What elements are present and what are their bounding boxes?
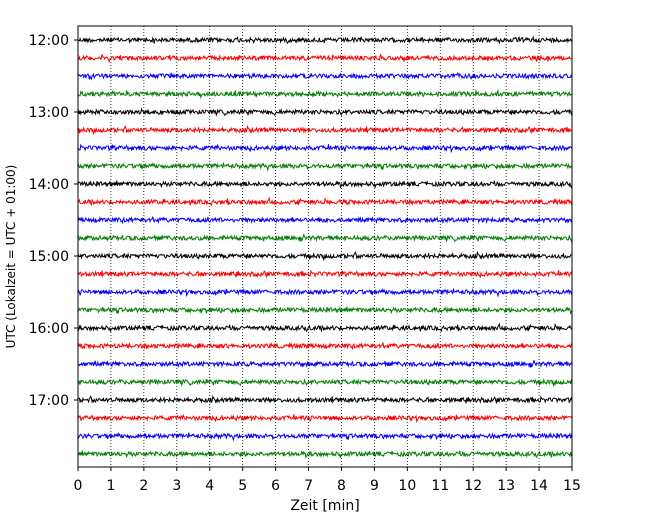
trace-2 bbox=[77, 52, 573, 64]
x-tick-label: 10 bbox=[398, 478, 416, 494]
trace-20 bbox=[77, 378, 573, 388]
trace-6 bbox=[77, 124, 573, 136]
x-tick-label: 14 bbox=[530, 478, 548, 494]
y-axis: 12:00 13:00 14:00 15:00 16:00 17:00 bbox=[29, 33, 78, 409]
x-tick-label: 9 bbox=[370, 478, 379, 494]
x-tick-label: 3 bbox=[172, 478, 181, 494]
trace-24 bbox=[77, 450, 573, 459]
y-tick-label: 12:00 bbox=[29, 33, 69, 49]
trace-8 bbox=[77, 162, 573, 172]
trace-22 bbox=[77, 413, 573, 424]
y-axis-label: UTC (Lokalzeit = UTC + 01:00) bbox=[4, 165, 18, 349]
trace-4 bbox=[77, 89, 573, 100]
trace-21 bbox=[77, 394, 573, 405]
trace-3 bbox=[77, 71, 573, 81]
trace-16 bbox=[77, 306, 573, 315]
x-tick-label: 11 bbox=[431, 478, 449, 494]
trace-11 bbox=[77, 216, 573, 225]
x-tick-label: 2 bbox=[139, 478, 148, 494]
trace-12 bbox=[77, 234, 573, 243]
trace-18 bbox=[77, 341, 573, 351]
x-tick-label: 6 bbox=[271, 478, 280, 494]
x-tick-label: 4 bbox=[205, 478, 214, 494]
y-tick-label: 17:00 bbox=[29, 393, 69, 409]
y-tick-label: 13:00 bbox=[29, 105, 69, 121]
y-tick-label: 16:00 bbox=[29, 321, 69, 337]
x-tick-label: 1 bbox=[106, 478, 115, 494]
x-tick-label: 0 bbox=[74, 478, 83, 494]
x-axis: 0 1 2 3 4 5 6 7 8 9 10 11 12 13 14 15 bbox=[74, 467, 581, 494]
x-axis-label: Zeit [min] bbox=[290, 498, 359, 514]
y-tick-label: 15:00 bbox=[29, 249, 69, 265]
x-tick-label: 12 bbox=[464, 478, 482, 494]
trace-15 bbox=[77, 287, 573, 298]
trace-23 bbox=[77, 432, 573, 442]
trace-17 bbox=[77, 322, 573, 333]
trace-9 bbox=[77, 180, 573, 189]
x-tick-label: 15 bbox=[563, 478, 581, 494]
trace-13 bbox=[77, 250, 573, 262]
plot-frame bbox=[77, 25, 573, 468]
x-tick-label: 5 bbox=[238, 478, 247, 494]
trace-group bbox=[77, 35, 573, 459]
x-tick-label: 7 bbox=[304, 478, 313, 494]
x-tick-label: 8 bbox=[337, 478, 346, 494]
trace-19 bbox=[77, 360, 573, 369]
x-tick-label: 13 bbox=[497, 478, 515, 494]
trace-1 bbox=[77, 35, 573, 45]
y-tick-label: 14:00 bbox=[29, 177, 69, 193]
trace-14 bbox=[77, 269, 573, 279]
trace-7 bbox=[77, 143, 573, 154]
trace-10 bbox=[77, 196, 573, 207]
trace-5 bbox=[77, 107, 573, 117]
